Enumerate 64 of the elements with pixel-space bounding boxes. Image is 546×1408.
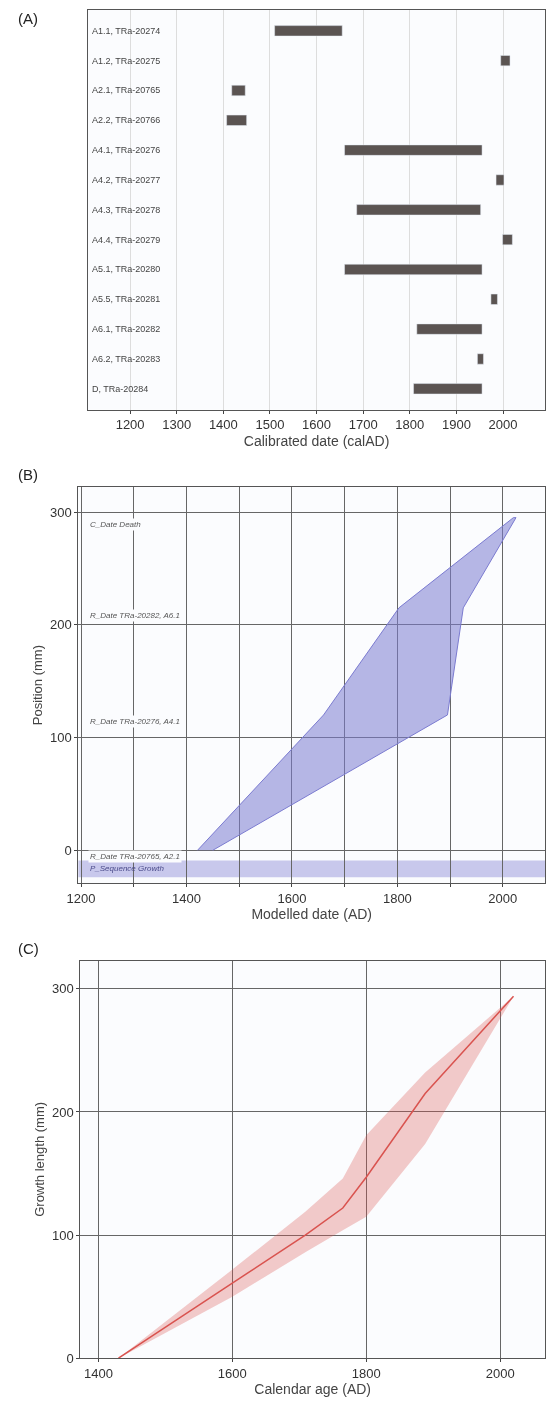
y-axis-title: Position (mm) <box>30 644 46 726</box>
x-tick-label: 1800 <box>382 890 412 906</box>
y-tick-label: A1.1, TRa-20274 <box>92 26 161 36</box>
x-tick-label: 2000 <box>488 417 518 433</box>
chart-title: (A) <box>18 10 38 27</box>
x-tick-label: 1200 <box>66 890 96 906</box>
y-tick-label: A6.1, TRa-20282 <box>92 324 161 334</box>
chart-title: (B) <box>18 466 38 483</box>
y-tick-label: A2.2, TRa-20766 <box>92 115 161 125</box>
y-tick-label: A4.3, TRa-20278 <box>92 205 161 215</box>
y-tick-label: 300 <box>52 981 74 997</box>
y-tick-label: A6.2, TRa-20283 <box>92 354 161 364</box>
bar <box>226 114 247 126</box>
y-tick-label: A4.4, TRa-20279 <box>92 235 161 245</box>
y-tick-label: A5.5, TRa-20281 <box>92 294 161 304</box>
x-tick-label: 1400 <box>83 1365 113 1381</box>
bar <box>231 85 246 96</box>
x-tick-label: 2000 <box>488 890 518 906</box>
y-tick-label: 200 <box>50 617 72 633</box>
annotation: R_Date TRa-20765, A2.1 <box>90 852 180 861</box>
bar <box>413 383 483 395</box>
annotation: R_Date TRa-20282, A6.1 <box>90 611 180 620</box>
x-tick-label: 2000 <box>485 1365 515 1381</box>
x-tick-label: 1400 <box>172 890 201 906</box>
bar <box>495 174 505 186</box>
y-tick-label: D, TRa-20284 <box>92 384 149 394</box>
bar <box>502 234 513 246</box>
bar <box>344 144 483 156</box>
y-tick-label: 100 <box>50 730 72 746</box>
y-tick-label: A4.1, TRa-20276 <box>92 145 161 155</box>
annotation: R_Date TRa-20276, A4.1 <box>90 717 180 726</box>
y-tick-label: A5.1, TRa-20280 <box>92 264 161 274</box>
y-axis-title: Growth length (mm) <box>31 1101 47 1217</box>
x-tick-label: 1800 <box>351 1365 381 1381</box>
y-tick-label: 100 <box>52 1227 74 1243</box>
bar <box>490 293 498 305</box>
bar <box>416 323 483 335</box>
x-tick-label: 1500 <box>255 417 285 433</box>
x-tick-label: 1400 <box>208 417 238 433</box>
annotation: C_Date Death <box>90 520 142 529</box>
x-tick-label: 1900 <box>441 417 471 433</box>
x-tick-label: 1600 <box>217 1365 247 1381</box>
chart-title: (C) <box>18 940 39 957</box>
bar <box>356 204 481 216</box>
y-tick-label: 0 <box>64 842 72 858</box>
x-tick-label: 1600 <box>302 417 332 433</box>
y-tick-label: A4.2, TRa-20277 <box>92 175 161 185</box>
bar <box>500 55 511 67</box>
x-tick-label: 1300 <box>162 417 192 433</box>
y-tick-label: A2.1, TRa-20765 <box>92 85 161 95</box>
x-tick-label: 1600 <box>277 890 307 906</box>
x-axis-title: Calibrated date (calAD) <box>243 432 390 449</box>
x-axis-title: Modelled date (AD) <box>251 905 372 922</box>
y-tick-label: 0 <box>66 1350 74 1366</box>
y-tick-label: 200 <box>52 1104 74 1120</box>
y-tick-label: A1.2, TRa-20275 <box>92 56 161 66</box>
x-axis-title: Calendar age (AD) <box>254 1381 372 1398</box>
bar <box>274 25 343 37</box>
bar <box>344 263 483 275</box>
x-tick-label: 1700 <box>348 417 378 433</box>
x-tick-label: 1200 <box>115 417 145 433</box>
y-tick-label: 300 <box>50 504 72 520</box>
bar <box>477 353 484 365</box>
x-tick-label: 1800 <box>395 417 425 433</box>
